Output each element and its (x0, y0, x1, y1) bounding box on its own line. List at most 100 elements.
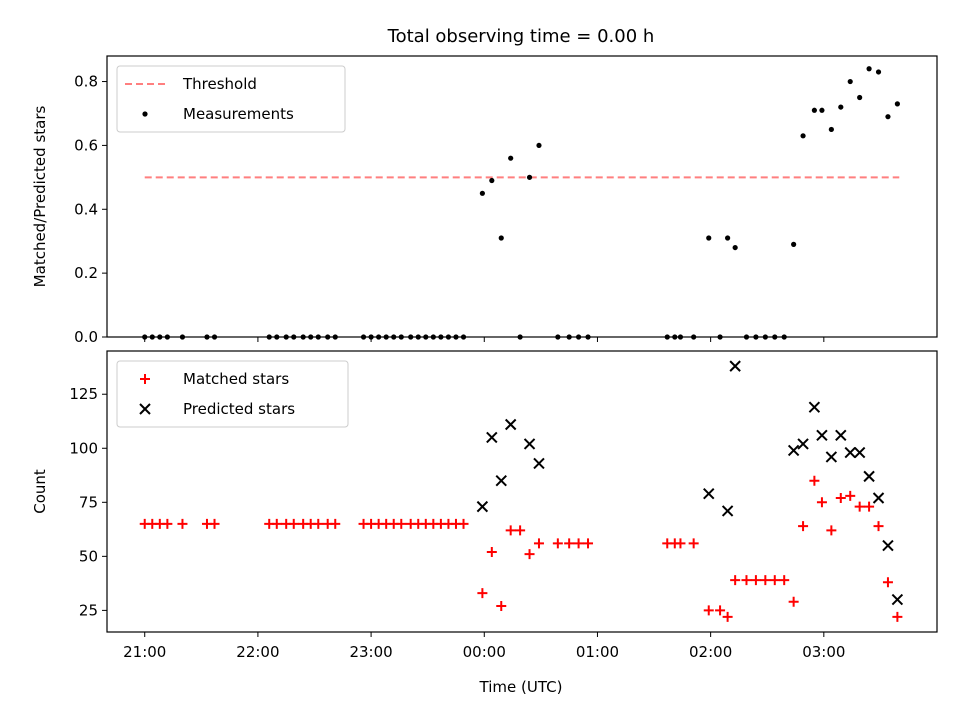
data-point (894, 101, 900, 107)
y-tick-label: 0.4 (74, 200, 98, 218)
data-point (826, 525, 837, 536)
y-tick-label: 50 (79, 547, 98, 565)
data-point (891, 593, 904, 606)
data-point (721, 505, 734, 517)
series-predicted-stars (476, 360, 904, 606)
data-point (330, 518, 341, 529)
data-point (857, 94, 863, 101)
y-tick-label: 125 (69, 385, 98, 403)
legend-box (116, 360, 349, 428)
data-point (791, 241, 797, 247)
data-point (715, 605, 726, 616)
data-point (853, 446, 866, 459)
data-point (892, 611, 903, 622)
data-point (725, 235, 731, 241)
data-point (533, 457, 545, 470)
data-point (508, 155, 514, 161)
data-point (819, 107, 825, 113)
data-point (477, 588, 488, 599)
data-point (825, 451, 838, 463)
data-point (583, 538, 594, 549)
data-point (828, 126, 834, 133)
x-tick-label: 03:00 (802, 643, 845, 661)
data-point (536, 142, 542, 149)
x-tick-label: 22:00 (236, 643, 279, 661)
x-axis-label: Time (UTC) (479, 678, 563, 696)
data-point (835, 492, 846, 503)
y-axis-label: Matched/Predicted stars (31, 106, 49, 288)
data-point (552, 538, 563, 549)
data-point (760, 575, 771, 586)
data-point (730, 575, 741, 586)
data-point (798, 521, 809, 532)
data-point (495, 474, 507, 487)
legend-box (116, 65, 346, 133)
axes-frame (106, 55, 938, 338)
data-point (838, 104, 844, 110)
legend-label: Measurements (183, 105, 294, 123)
data-point (808, 401, 821, 413)
data-point (486, 547, 497, 558)
data-point (496, 601, 507, 612)
x-tick-label: 02:00 (689, 643, 732, 661)
data-point (885, 114, 891, 120)
y-tick-label: 0.0 (74, 328, 98, 346)
data-point (873, 521, 884, 532)
data-point (722, 611, 733, 622)
y-tick-label: 0.8 (74, 73, 98, 91)
data-point (863, 470, 875, 483)
data-point (313, 518, 324, 529)
y-tick-label: 75 (79, 493, 98, 511)
data-point (845, 490, 856, 501)
legend-key-x (139, 403, 151, 415)
data-point (504, 418, 517, 431)
data-point (882, 539, 894, 552)
y-tick-label: 100 (69, 439, 98, 457)
data-point (209, 518, 220, 529)
data-point (797, 438, 809, 450)
data-point (505, 525, 516, 536)
data-point (489, 177, 495, 184)
data-point (396, 518, 407, 529)
y-tick-label: 25 (79, 601, 98, 619)
legend-label: Threshold (182, 75, 257, 93)
data-point (573, 538, 584, 549)
series-matched-stars (139, 475, 903, 622)
axes-frame (106, 350, 938, 633)
legend-label: Predicted stars (183, 400, 295, 418)
y-tick-label: 0.6 (74, 136, 98, 154)
data-point (515, 525, 526, 536)
data-point (816, 429, 828, 442)
data-point (523, 438, 536, 450)
data-point (872, 492, 885, 504)
legend-key-dot (142, 111, 148, 117)
data-point (476, 500, 489, 513)
data-point (835, 429, 847, 442)
data-point (729, 360, 741, 372)
data-point (816, 497, 827, 508)
x-tick-label: 23:00 (349, 643, 392, 661)
data-point (177, 518, 188, 529)
data-point (779, 575, 790, 586)
data-point (854, 501, 865, 512)
data-point (866, 66, 872, 72)
data-point (524, 549, 535, 560)
data-point (769, 575, 780, 586)
data-point (706, 235, 712, 241)
top-panel: 0.0 0.2 0.4 0.6 0.8 Matched/Predicted stars Th… (31, 55, 938, 346)
data-point (703, 487, 715, 500)
data-point (271, 518, 282, 529)
y-axis-label: Count (31, 469, 49, 514)
data-point (811, 107, 817, 113)
data-point (162, 518, 173, 529)
data-point (809, 475, 820, 486)
y-tick-label: 0.2 (74, 264, 98, 282)
data-point (458, 518, 469, 529)
data-point (675, 538, 686, 549)
data-point (533, 538, 544, 549)
x-tick-label: 00:00 (463, 643, 506, 661)
data-point (288, 518, 299, 529)
data-point (875, 69, 882, 75)
data-point (732, 244, 738, 251)
